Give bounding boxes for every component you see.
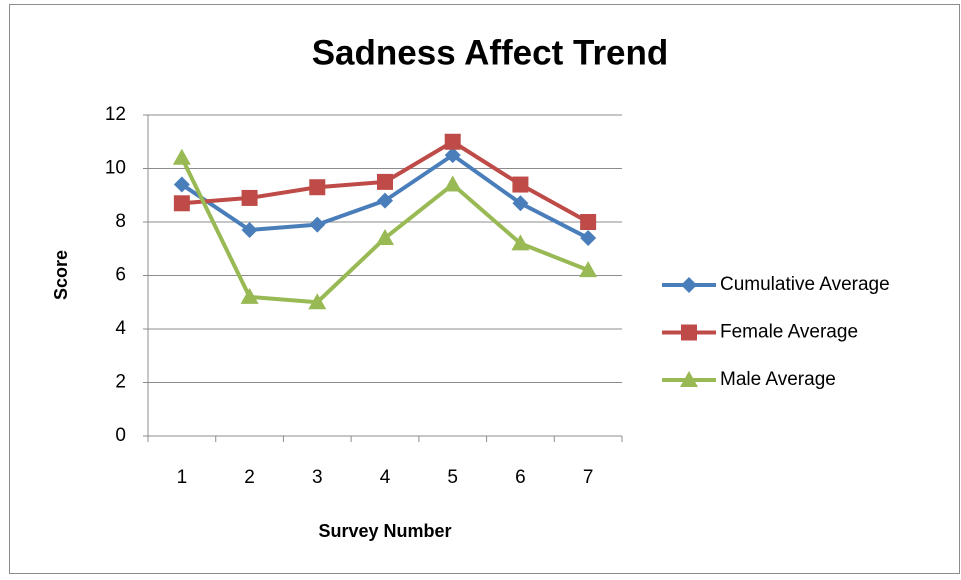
marker bbox=[173, 195, 190, 212]
marker bbox=[376, 229, 394, 246]
legend-label: Male Average bbox=[720, 369, 836, 390]
marker bbox=[377, 173, 393, 190]
marker bbox=[377, 192, 393, 209]
marker bbox=[680, 371, 698, 387]
marker bbox=[173, 176, 190, 193]
y-tick-label: 0 bbox=[115, 425, 126, 446]
marker bbox=[512, 176, 529, 193]
x-axis-label: Survey Number bbox=[318, 521, 451, 541]
y-axis-label: Score bbox=[51, 250, 71, 300]
marker bbox=[309, 179, 326, 196]
y-tick-label: 12 bbox=[105, 104, 126, 125]
x-tick-label: 2 bbox=[244, 467, 255, 488]
y-tick-label: 2 bbox=[115, 372, 126, 393]
chart-border bbox=[9, 4, 960, 574]
marker bbox=[308, 293, 327, 310]
y-tick-label: 6 bbox=[115, 265, 126, 286]
y-tick-label: 4 bbox=[115, 318, 126, 339]
x-tick-label: 6 bbox=[515, 467, 526, 488]
marker bbox=[241, 222, 258, 239]
x-tick-label: 3 bbox=[312, 467, 323, 488]
marker bbox=[681, 277, 697, 293]
marker bbox=[172, 148, 191, 165]
y-tick-label: 10 bbox=[105, 158, 126, 179]
marker bbox=[444, 147, 461, 164]
marker bbox=[580, 230, 597, 247]
marker bbox=[580, 214, 597, 230]
x-tick-label: 5 bbox=[447, 467, 458, 488]
marker bbox=[444, 133, 461, 150]
x-tick-label: 4 bbox=[380, 467, 391, 488]
x-tick-label: 7 bbox=[583, 467, 594, 488]
chart-title: Sadness Affect Trend bbox=[312, 33, 669, 72]
marker bbox=[511, 234, 530, 251]
marker bbox=[240, 287, 259, 304]
legend-label: Cumulative Average bbox=[720, 274, 890, 295]
marker bbox=[443, 175, 462, 192]
marker bbox=[241, 189, 258, 206]
legend-label: Female Average bbox=[720, 322, 858, 343]
marker bbox=[309, 216, 326, 233]
y-tick-label: 8 bbox=[115, 211, 126, 232]
marker bbox=[512, 195, 529, 212]
x-tick-label: 1 bbox=[177, 467, 188, 488]
marker bbox=[579, 261, 598, 278]
marker bbox=[681, 324, 697, 341]
